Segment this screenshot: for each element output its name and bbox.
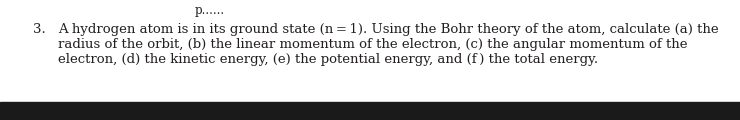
Text: p......: p...... bbox=[195, 4, 225, 17]
Text: radius of the orbit, (b) the linear momentum of the electron, (c) the angular mo: radius of the orbit, (b) the linear mome… bbox=[58, 38, 687, 51]
Text: A hydrogen atom is in its ground state (n = 1). Using the Bohr theory of the ato: A hydrogen atom is in its ground state (… bbox=[58, 23, 719, 36]
Bar bbox=[0, 102, 740, 120]
Text: 3.: 3. bbox=[33, 23, 46, 36]
Text: electron, (d) the kinetic energy, (e) the potential energy, and (f ) the total e: electron, (d) the kinetic energy, (e) th… bbox=[58, 53, 598, 66]
